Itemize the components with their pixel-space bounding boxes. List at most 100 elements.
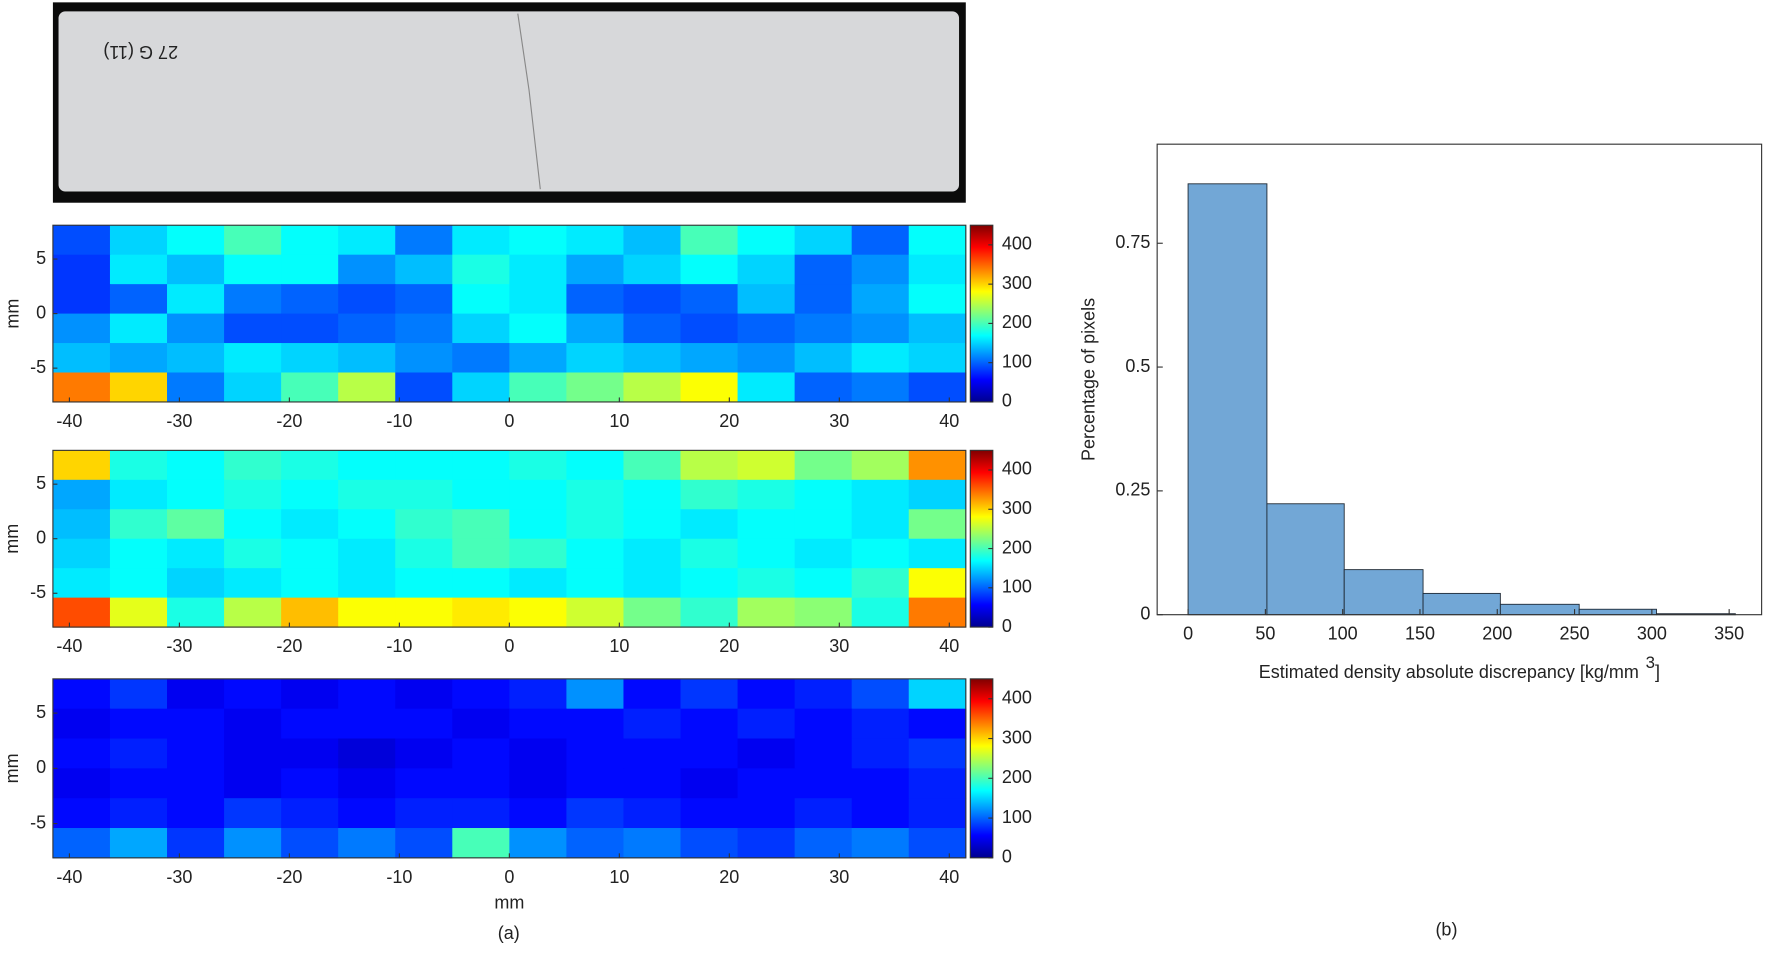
heat-cell [566,768,625,799]
heat-cell [623,343,682,374]
heat-cell [52,597,111,628]
heat-cell [109,768,168,799]
x-tick-label: -20 [276,867,302,887]
heat-cell [509,313,567,344]
heat-cell [395,708,453,740]
heat-cell [338,372,396,403]
heat-cell [680,254,739,285]
colorbar-tick-label: 200 [1002,537,1032,557]
x-tick-label: 0 [504,867,514,887]
heat-cell [52,738,111,769]
heat-cell [224,538,282,569]
heat-cell [338,343,396,374]
heat-cell [338,313,396,344]
heat-cell [452,284,510,315]
heat-cell [680,509,739,540]
x-axis-label: Estimated density absolute discrepancy [… [1259,654,1660,682]
heat-cell [509,738,567,769]
heat-cell [52,509,111,540]
x-tick-label: -40 [56,867,82,887]
heat-cell [224,225,282,256]
heat-cell [281,678,339,710]
heat-cell [623,597,682,628]
x-tick-label: 10 [609,411,629,431]
heat-cell [281,597,339,628]
heat-cell [908,597,967,628]
specimen-label: 27 G (11) [103,42,178,62]
heat-cell [395,597,453,628]
heat-cell [395,313,453,344]
x-tick-label: 10 [609,636,629,656]
y-axis-label: mm [2,753,22,783]
heat-cell [452,828,510,859]
heat-cell [452,509,510,540]
heat-cell [281,768,339,799]
heat-cell [851,738,910,769]
heat-cell [109,343,168,374]
heat-cell [566,568,625,599]
heat-cell [623,254,682,285]
heat-cell [680,343,739,374]
heat-cell [52,708,111,740]
heat-cell [851,225,910,256]
heat-cell [167,225,225,256]
heat-cell [737,254,796,285]
heat-cell [338,225,396,256]
heat-cell [794,343,853,374]
heat-cell [395,254,453,285]
heat-cell [737,372,796,403]
heat-cell [908,284,967,315]
heat-cell [851,828,910,859]
heat-cell [109,509,168,540]
heat-cell [908,708,967,740]
heat-cell [281,313,339,344]
heat-cell [395,450,453,481]
heat-cell [680,678,739,710]
x-axis-label-superscript: 3 [1646,654,1655,673]
heat-cell [794,708,853,740]
heat-cell [452,372,510,403]
heat-cell [737,343,796,374]
heat-cell [224,768,282,799]
heat-cell [908,479,967,510]
heat-cell [281,450,339,481]
x-tick-label: -30 [166,636,192,656]
heat-cell [794,254,853,285]
heat-cell [395,538,453,569]
heat-cell [109,568,168,599]
heat-cell [167,343,225,374]
heat-cell [623,798,682,829]
crack [517,13,541,190]
heat-cell [452,313,510,344]
heat-cell [680,597,739,628]
heat-cell [794,768,853,799]
heat-cell [851,372,910,403]
heat-cell [52,254,111,285]
heat-cell [224,284,282,315]
heat-cell [794,798,853,829]
heat-cell [680,538,739,569]
x-tick-label: 0 [504,411,514,431]
heat-cell [452,343,510,374]
heat-cell [851,768,910,799]
colorbar-tick-label: 300 [1002,273,1032,293]
x-tick-label: 40 [939,636,959,656]
heat-cell [737,538,796,569]
heat-cell [167,284,225,315]
x-axis-label-end: ] [1655,662,1660,682]
colorbar-tick-label: 100 [1002,807,1032,827]
heat-cell [509,254,567,285]
heat-cell [109,225,168,256]
histogram-bar [1578,608,1657,616]
y-axis-label: mm [2,299,22,329]
heat-cell [109,284,168,315]
heat-cell [908,343,967,374]
x-axis-label: mm [494,893,524,913]
heat-cell [338,678,396,710]
heat-cell [908,678,967,710]
heat-cell [908,254,967,285]
heat-cell [224,479,282,510]
heat-cell [338,568,396,599]
heat-cell [224,708,282,740]
